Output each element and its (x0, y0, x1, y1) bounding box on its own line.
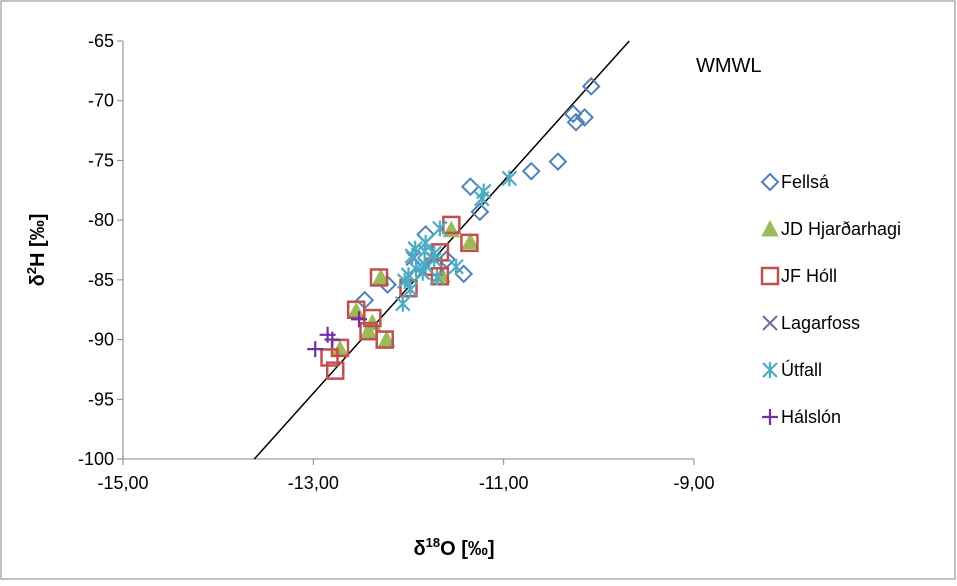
x-axis-title: δ18O [‰] (413, 535, 494, 560)
data-point-fellsa (566, 112, 586, 132)
legend-marker-jd-hjardarhagi (761, 219, 779, 237)
x-axis-title-rest: O [‰] (440, 538, 494, 560)
data-point-halslon (307, 341, 324, 358)
y-axis-title-rest: H [‰] (27, 214, 49, 267)
wmwl-annotation: WMWL (696, 55, 762, 77)
data-point-utfall (414, 264, 431, 281)
data-point-jf-holl (430, 267, 450, 286)
data-point-utfall (429, 269, 445, 286)
legend: Fellsá JD Hjarðarhagi JF Hóll Lagarfoss Útfa… (760, 172, 901, 427)
y-tick-label: -85 (88, 270, 114, 290)
data-point-utfall (501, 170, 518, 187)
data-point-jf-holl (320, 348, 339, 367)
data-point-jd-hjardarhagi (461, 232, 480, 250)
legend-label: Útfall (781, 359, 822, 380)
x-tick-label: -11,00 (479, 473, 529, 493)
legend-label: JD Hjarðarhagi (781, 219, 901, 239)
data-point-utfall (395, 295, 411, 312)
x-tick-label: -9,00 (673, 473, 714, 493)
legend-label: JF Hóll (781, 266, 837, 286)
x-axis-title-main: δ (413, 538, 425, 560)
legend-item-fellsa: Fellsá (760, 172, 830, 192)
data-point-jf-holl (369, 268, 389, 287)
y-axis-title-sup: 2 (24, 267, 39, 274)
y-tick-label: -95 (88, 389, 114, 409)
x-tick-label: -13,00 (288, 473, 339, 493)
y-tick-label: -100 (78, 449, 114, 469)
data-point-fellsa (581, 76, 601, 96)
x-tick-label: -15,00 (97, 473, 148, 493)
legend-item-jf-holl: JF Hóll (760, 266, 837, 286)
legend-label: Fellsá (781, 172, 830, 192)
legend-item-jd-hjardarhagi: JD Hjarðarhagi (761, 219, 901, 239)
y-axis-title-main: δ (27, 274, 49, 286)
reference-line-group (253, 40, 630, 460)
legend-marker-utfall (762, 362, 778, 378)
data-point-halslon (324, 331, 341, 348)
y-axis-title: δ2H [‰] (24, 214, 49, 287)
wmwl-reference-line (253, 40, 630, 460)
data-point-jf-holl (363, 308, 382, 328)
series-fellsa (355, 76, 601, 310)
data-point-utfall (426, 251, 442, 268)
legend-label: Lagarfoss (781, 313, 860, 333)
data-point-fellsa (460, 177, 480, 197)
legend-marker-halslon (762, 409, 778, 425)
data-point-jf-holl (460, 233, 479, 253)
y-tick-label: -90 (88, 330, 114, 350)
data-point-fellsa (454, 264, 474, 284)
y-tick-label: -70 (88, 91, 114, 111)
data-point-fellsa (563, 104, 583, 124)
data-point-utfall (448, 258, 464, 275)
data-point-utfall (404, 247, 421, 264)
legend-item-halslon: Hálslón (762, 407, 841, 427)
legend-marker-fellsa (760, 172, 780, 192)
legend-label: Hálslón (781, 407, 841, 427)
x-axis-title-sup: 18 (426, 535, 440, 550)
data-points (307, 76, 601, 380)
y-tick-label: -65 (88, 31, 114, 51)
series-halslon (307, 311, 368, 358)
y-tick-label: -80 (88, 210, 114, 230)
data-point-fellsa (575, 108, 594, 127)
data-point-fellsa (548, 152, 568, 172)
data-point-utfall (432, 220, 448, 237)
legend-marker-lagarfoss (762, 315, 778, 331)
axes: -65 -70 -75 -80 -85 -90 -95 -100 -15,00 -13,00 -11… (78, 31, 715, 493)
legend-item-lagarfoss: Lagarfoss (762, 313, 860, 333)
data-point-fellsa (470, 202, 490, 222)
data-point-halslon (351, 311, 368, 328)
series-utfall (395, 170, 518, 312)
legend-marker-jf-holl (760, 266, 780, 286)
data-point-jf-holl (325, 361, 345, 380)
data-point-utfall (474, 190, 490, 207)
legend-item-utfall: Útfall (762, 359, 822, 380)
data-point-jf-holl (375, 330, 394, 349)
data-point-utfall (402, 281, 419, 298)
data-point-fellsa (521, 161, 541, 181)
y-tick-label: -75 (88, 150, 114, 170)
